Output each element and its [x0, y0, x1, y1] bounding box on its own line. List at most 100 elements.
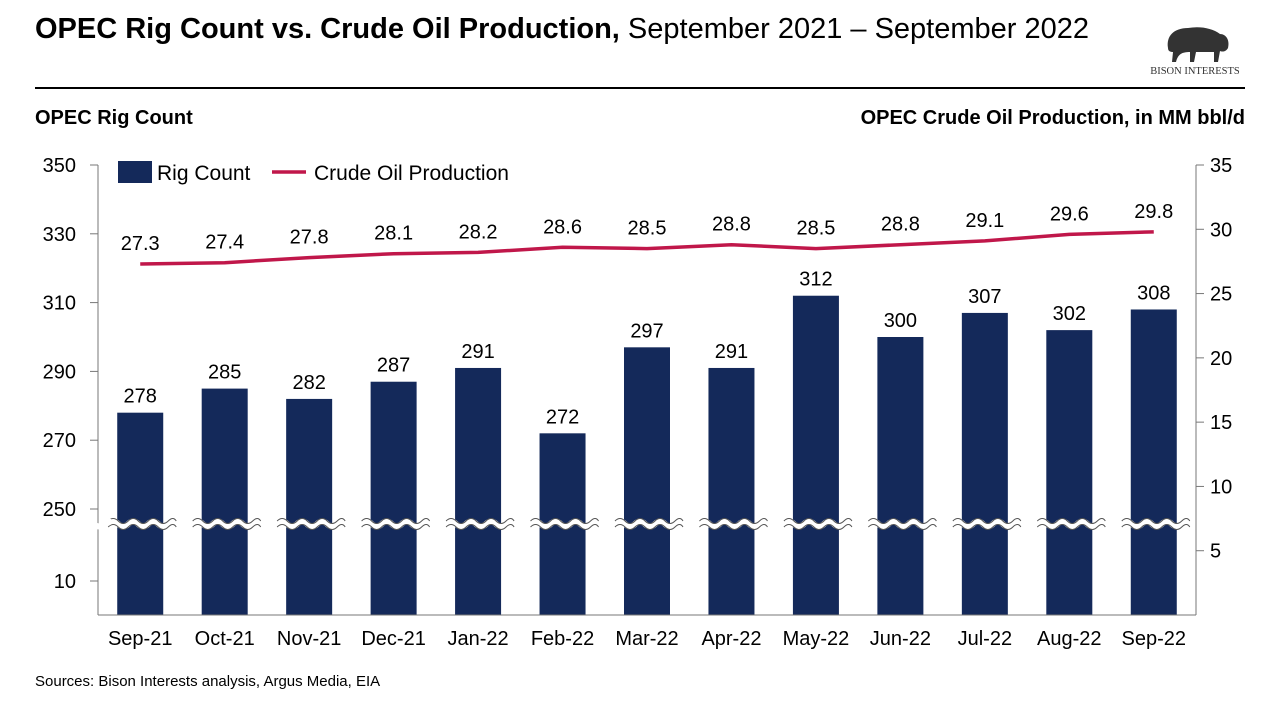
right-tick-label: 15	[1210, 412, 1232, 434]
left-axis-break	[81, 518, 115, 530]
logo-text: BISON INTERESTS	[1150, 66, 1240, 77]
line-label: 27.8	[290, 227, 329, 249]
right-tick-label: 5	[1210, 541, 1221, 563]
axis-break-line	[614, 518, 684, 530]
right-tick-label: 30	[1210, 219, 1232, 241]
line-label: 27.4	[205, 232, 244, 254]
axis-break-mark	[1035, 518, 1108, 530]
line-label: 29.1	[965, 210, 1004, 232]
bar-Dec-21	[370, 381, 417, 615]
sources-note: Sources: Bison Interests analysis, Argus…	[35, 673, 381, 690]
axis-break-line	[361, 518, 431, 530]
bison-logo: BISON INTERESTS	[1140, 18, 1250, 78]
bar-label: 282	[292, 372, 325, 394]
x-tick-label: May-22	[783, 628, 850, 650]
legend-bar-swatch	[118, 161, 152, 183]
bar-label: 307	[968, 286, 1001, 308]
bar-label: 291	[461, 341, 494, 363]
axis-break-mark	[359, 518, 433, 530]
x-tick-label: Nov-21	[277, 628, 341, 650]
bar-Aug-22	[1046, 330, 1093, 615]
right-tick-label: 10	[1210, 476, 1232, 498]
x-tick-label: Oct-21	[195, 628, 255, 650]
production-line	[140, 230, 1154, 266]
axis-break-mark	[950, 518, 1024, 530]
axis-break-mark	[443, 518, 517, 530]
axis-break-line	[783, 518, 853, 530]
x-tick-label: Jul-22	[958, 628, 1012, 650]
line-label: 28.6	[543, 216, 582, 238]
left-tick-label: 310	[43, 293, 76, 315]
bar-Jun-22	[877, 337, 924, 615]
x-tick-label: Sep-22	[1122, 628, 1187, 650]
bar-label: 302	[1053, 303, 1086, 325]
bar-Oct-21	[201, 388, 248, 615]
right-tick-label: 20	[1210, 348, 1232, 370]
bar-Mar-22	[624, 347, 670, 615]
line-label: 28.5	[796, 218, 835, 240]
bar-label: 312	[799, 269, 832, 291]
line-label: 28.1	[374, 223, 413, 245]
left-tick-label: 10	[54, 571, 76, 593]
axis-break-line	[107, 518, 177, 530]
line-label: 28.5	[628, 218, 667, 240]
bar-label: 285	[208, 362, 241, 384]
axis-break-mark	[697, 518, 771, 530]
axis-break-mark	[1119, 518, 1193, 530]
line-label: 28.8	[712, 214, 751, 236]
axis-break-line	[445, 518, 515, 530]
bar-label: 272	[546, 406, 579, 428]
x-tick-label: Apr-22	[701, 628, 761, 650]
axis-break-line	[699, 518, 768, 530]
bar-Apr-22	[708, 367, 755, 615]
left-tick-label: 330	[43, 224, 76, 246]
right-tick-label: 35	[1210, 155, 1232, 177]
axis-break-line	[1121, 518, 1191, 530]
x-tick-label: Jan-22	[447, 628, 508, 650]
legend-rig-count: Rig Count	[157, 162, 251, 185]
x-tick-label: Aug-22	[1037, 628, 1102, 650]
x-tick-label: Feb-22	[531, 628, 594, 650]
axis-break-mark	[106, 518, 179, 530]
bison-icon	[1167, 27, 1229, 62]
axis-break-mark	[190, 518, 264, 530]
axis-break-mark	[612, 518, 686, 530]
x-tick-label: Jun-22	[870, 628, 931, 650]
bar-label: 297	[630, 320, 663, 342]
axis-break-line	[952, 518, 1022, 530]
x-tick-label: Mar-22	[615, 628, 678, 650]
bar-label: 291	[715, 341, 748, 363]
x-tick-label: Sep-21	[108, 628, 173, 650]
x-tick-label: Dec-21	[361, 628, 425, 650]
left-tick-label: 290	[43, 361, 76, 383]
bar-Nov-21	[286, 398, 333, 615]
line-label: 28.2	[459, 221, 498, 243]
left-tick-label: 250	[43, 499, 76, 521]
axis-break-mark	[781, 518, 855, 530]
axis-break-line	[1036, 518, 1106, 530]
axis-break-line	[530, 518, 599, 530]
axis-break-line	[868, 518, 937, 530]
line-label: 27.3	[121, 233, 160, 255]
bar-label: 300	[884, 310, 917, 332]
bar-May-22	[792, 295, 839, 615]
title-divider	[35, 87, 1245, 89]
bar-Jan-22	[455, 367, 502, 615]
right-axis-title: OPEC Crude Oil Production, in MM bbl/d	[860, 107, 1245, 129]
legend-crude-production: Crude Oil Production	[314, 162, 509, 185]
chart-title: OPEC Rig Count vs. Crude Oil Production,…	[35, 13, 1090, 45]
axis-break-line	[192, 518, 262, 530]
bar-Sep-21	[117, 412, 164, 615]
axis-break-line	[276, 518, 346, 530]
line-label: 29.6	[1050, 203, 1089, 225]
line-label: 29.8	[1134, 201, 1173, 223]
left-tick-label: 270	[43, 430, 76, 452]
line-label: 28.8	[881, 214, 920, 236]
axis-break-mark	[866, 518, 939, 530]
bar-Sep-22	[1130, 309, 1177, 615]
bar-label: 278	[124, 386, 157, 408]
axis-break-mark	[528, 518, 602, 530]
bar-label: 308	[1137, 282, 1170, 304]
left-axis-title: OPEC Rig Count	[35, 107, 193, 129]
